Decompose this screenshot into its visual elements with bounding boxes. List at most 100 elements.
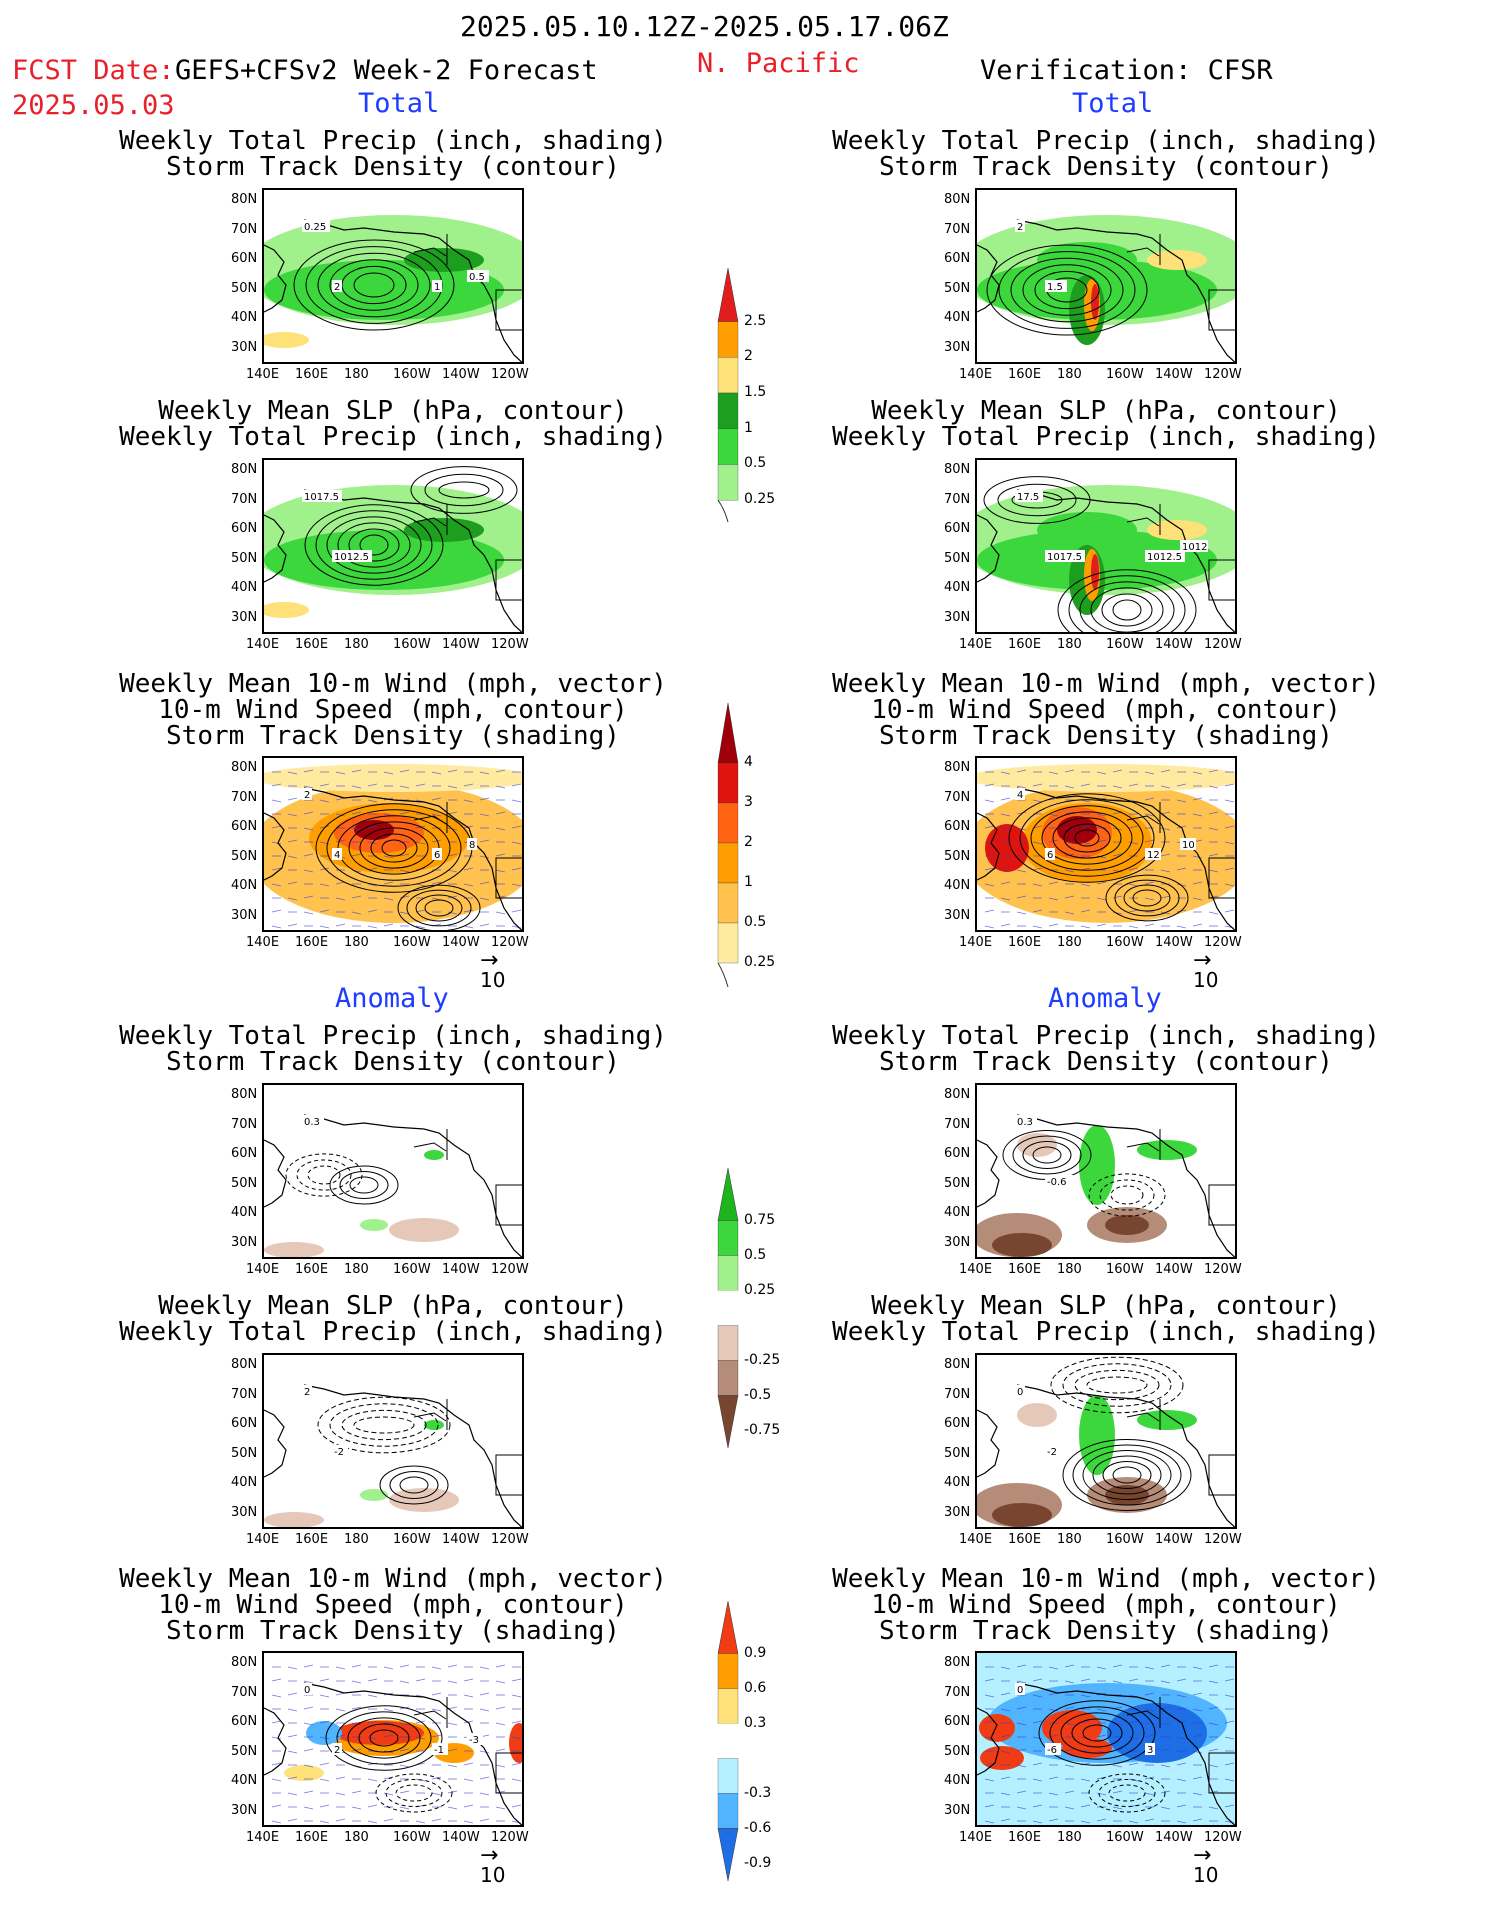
panel-title-line: Storm Track Density (contour) bbox=[879, 1047, 1333, 1077]
lat-tick-label: 50N bbox=[944, 1175, 971, 1191]
wind-vector bbox=[367, 909, 378, 913]
wind-vector bbox=[1096, 1708, 1107, 1712]
lat-tick-label: 70N bbox=[944, 789, 971, 805]
wind-vector bbox=[399, 1722, 410, 1726]
contour-label-text: 0.25 bbox=[304, 222, 326, 233]
wind-vector bbox=[479, 1818, 490, 1822]
wind-vector bbox=[1064, 811, 1075, 815]
wind-vector bbox=[431, 1792, 442, 1796]
wind-vector bbox=[367, 1820, 378, 1824]
lat-tick-label: 40N bbox=[944, 580, 971, 595]
state-borders bbox=[1208, 857, 1235, 899]
lon-tick-label: 160W bbox=[1106, 1532, 1144, 1547]
wind-vector bbox=[1160, 869, 1171, 873]
wind-speed-contour bbox=[381, 839, 407, 857]
lon-tick-label: 120W bbox=[491, 1262, 529, 1277]
wind-vector bbox=[1208, 1706, 1219, 1710]
vector-reference: → 10 bbox=[480, 1845, 505, 1888]
wind-vector bbox=[319, 909, 330, 913]
wind-vector bbox=[1192, 897, 1203, 901]
wind-vector bbox=[383, 1708, 394, 1712]
lon-tick-label: 140E bbox=[246, 1262, 280, 1277]
wind-vector bbox=[1192, 1818, 1203, 1822]
lat-tick-label: 70N bbox=[231, 491, 258, 507]
region-label: N. Pacific bbox=[697, 48, 860, 79]
precip-shading-peak bbox=[1091, 554, 1099, 590]
wind-vector bbox=[1048, 923, 1059, 927]
lon-tick-label: 160E bbox=[1008, 367, 1042, 382]
contour-label: 1017.5 bbox=[1045, 550, 1085, 563]
wind-vector bbox=[1144, 1692, 1155, 1696]
wind-vector bbox=[303, 895, 314, 899]
lat-tick-label: 60N bbox=[944, 1146, 971, 1161]
wind-vector bbox=[1224, 867, 1235, 871]
lat-tick-label: 30N bbox=[944, 1234, 971, 1250]
wind-speed-contour bbox=[370, 833, 418, 863]
state-borders bbox=[495, 1752, 522, 1794]
storm-density-contour bbox=[998, 251, 1136, 329]
storm-density-contour bbox=[1022, 264, 1112, 316]
precip-anomaly-dry bbox=[992, 1503, 1052, 1527]
wind-vector bbox=[463, 799, 474, 803]
wind-vector bbox=[1016, 1790, 1027, 1794]
wind-vector bbox=[1096, 881, 1107, 885]
precip-anomaly-dry bbox=[389, 1488, 459, 1512]
wind-vector bbox=[351, 1680, 362, 1684]
lat-tick-label: 60N bbox=[231, 521, 258, 536]
wind-vector bbox=[984, 825, 995, 829]
slp-contour bbox=[1112, 599, 1142, 621]
lon-tick-label: 160E bbox=[295, 1262, 329, 1277]
colorbar-label: 0.5 bbox=[744, 1246, 767, 1263]
contour-label-text: 0.5 bbox=[469, 272, 485, 283]
verification-label: Verification: CFSR bbox=[980, 55, 1273, 86]
contour-label: -0.6 bbox=[1045, 1175, 1073, 1188]
wind-vector bbox=[1016, 1680, 1027, 1684]
contour-label-text: 0 bbox=[304, 1685, 310, 1696]
panel-title-line: Weekly Mean SLP (hPa, contour) bbox=[871, 1291, 1341, 1321]
wind-vector bbox=[479, 813, 490, 817]
slp-anomaly-contour bbox=[353, 1416, 415, 1434]
colorbar-swatch bbox=[717, 357, 739, 394]
state-borders bbox=[1208, 1454, 1235, 1496]
lon-tick-label: 160W bbox=[393, 1532, 431, 1547]
slp-contour bbox=[997, 483, 1077, 517]
panel-title-line: Weekly Total Precip (inch, shading) bbox=[119, 1317, 667, 1347]
wind-vector bbox=[1224, 1678, 1235, 1682]
wind-vector bbox=[271, 1762, 282, 1766]
colorbar-label: 1.5 bbox=[744, 384, 767, 400]
colorbar-swatch bbox=[717, 1793, 739, 1829]
wind-vector bbox=[351, 911, 362, 915]
wind-vector bbox=[415, 841, 426, 845]
colorbar-swatch bbox=[717, 1653, 739, 1689]
storm-anomaly-contour bbox=[1110, 1185, 1144, 1205]
wind-vector bbox=[1000, 797, 1011, 801]
slp-contour bbox=[315, 510, 433, 580]
wind-vector bbox=[319, 1678, 330, 1682]
wind-vector bbox=[1064, 1790, 1075, 1794]
wind-speed-contour bbox=[1008, 793, 1166, 883]
wind-vector bbox=[383, 1734, 394, 1738]
wind-vector bbox=[399, 785, 410, 789]
wind-vector bbox=[1160, 1664, 1171, 1668]
wind-vector bbox=[511, 783, 522, 787]
wind-vector bbox=[1016, 911, 1027, 915]
panel-title-line: Weekly Mean SLP (hPa, contour) bbox=[158, 1291, 628, 1321]
contour-label: 6 bbox=[1045, 848, 1055, 861]
slp-anomaly-contour bbox=[399, 1476, 429, 1494]
section-anomaly-right: Anomaly bbox=[1048, 983, 1162, 1014]
colorbar-swatch bbox=[717, 1255, 739, 1291]
lon-tick-label: 160E bbox=[295, 1830, 329, 1845]
lat-tick-label: 40N bbox=[231, 1205, 258, 1220]
asia-coastline bbox=[977, 1409, 1000, 1478]
lat-tick-label: 30N bbox=[944, 609, 971, 625]
colorbar-swatch bbox=[717, 922, 739, 964]
wind-vector bbox=[1032, 1694, 1043, 1698]
map-panel-awind-left: 0 2 -1 -3 bbox=[262, 1651, 524, 1827]
wind-speed-contour bbox=[424, 899, 454, 917]
panel-title-line: Weekly Mean SLP (hPa, contour) bbox=[871, 396, 1341, 426]
wind-vector bbox=[1032, 1720, 1043, 1724]
lon-tick-label: 180 bbox=[344, 1532, 369, 1547]
wind-vector bbox=[399, 853, 410, 857]
wind-vector bbox=[399, 1790, 410, 1794]
map-panel-pc-left: 0.25 2 1 0.5 bbox=[262, 188, 524, 364]
